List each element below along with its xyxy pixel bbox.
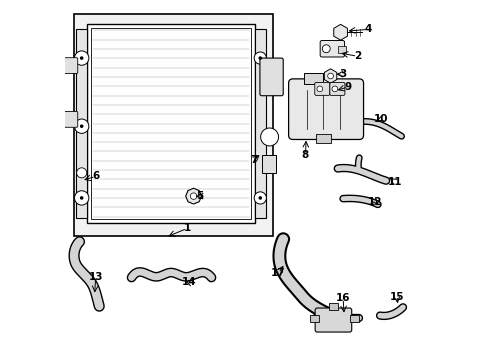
Text: 9: 9	[344, 82, 351, 92]
Bar	[86, 24, 255, 223]
Text: 17: 17	[271, 268, 285, 278]
FancyBboxPatch shape	[260, 58, 283, 96]
Circle shape	[80, 196, 83, 200]
Circle shape	[74, 119, 89, 134]
Circle shape	[258, 196, 262, 200]
Text: 8: 8	[301, 150, 308, 160]
Bar	[349, 315, 358, 322]
FancyBboxPatch shape	[329, 82, 344, 95]
Circle shape	[322, 45, 329, 53]
Circle shape	[80, 125, 83, 128]
Bar	[303, 73, 323, 84]
Text: 15: 15	[389, 292, 404, 302]
Text: 1: 1	[183, 224, 190, 233]
Text: 7: 7	[249, 155, 257, 165]
Text: 11: 11	[387, 177, 402, 187]
Circle shape	[254, 52, 266, 64]
Circle shape	[254, 192, 266, 204]
Circle shape	[74, 191, 89, 205]
Circle shape	[331, 86, 337, 92]
Text: 2: 2	[353, 51, 360, 61]
Circle shape	[77, 168, 86, 178]
Text: 16: 16	[335, 293, 349, 303]
Text: 12: 12	[367, 197, 382, 207]
Text: 5: 5	[196, 191, 203, 201]
Bar	[262, 155, 276, 173]
Text: 3: 3	[339, 69, 346, 79]
Circle shape	[327, 73, 333, 79]
FancyBboxPatch shape	[288, 79, 363, 139]
FancyBboxPatch shape	[63, 58, 78, 73]
Circle shape	[258, 56, 262, 60]
Circle shape	[260, 128, 278, 146]
Circle shape	[80, 56, 83, 60]
Circle shape	[74, 51, 89, 65]
Text: 14: 14	[181, 277, 196, 287]
Bar	[254, 30, 265, 218]
Polygon shape	[324, 69, 336, 83]
Text: 6: 6	[92, 171, 99, 181]
Text: 10: 10	[373, 114, 387, 124]
Circle shape	[316, 86, 322, 92]
Polygon shape	[185, 188, 201, 204]
Text: 13: 13	[88, 272, 102, 282]
Bar	[337, 46, 345, 53]
Circle shape	[190, 193, 196, 199]
Bar	[76, 30, 87, 218]
Bar	[316, 134, 330, 143]
Text: 4: 4	[364, 24, 371, 35]
FancyBboxPatch shape	[320, 41, 344, 57]
Bar	[328, 303, 337, 310]
FancyBboxPatch shape	[63, 112, 78, 127]
Polygon shape	[333, 24, 347, 40]
FancyBboxPatch shape	[314, 308, 351, 332]
Bar	[309, 315, 319, 322]
Bar	[74, 14, 273, 235]
Bar	[91, 28, 250, 219]
FancyBboxPatch shape	[314, 82, 329, 95]
